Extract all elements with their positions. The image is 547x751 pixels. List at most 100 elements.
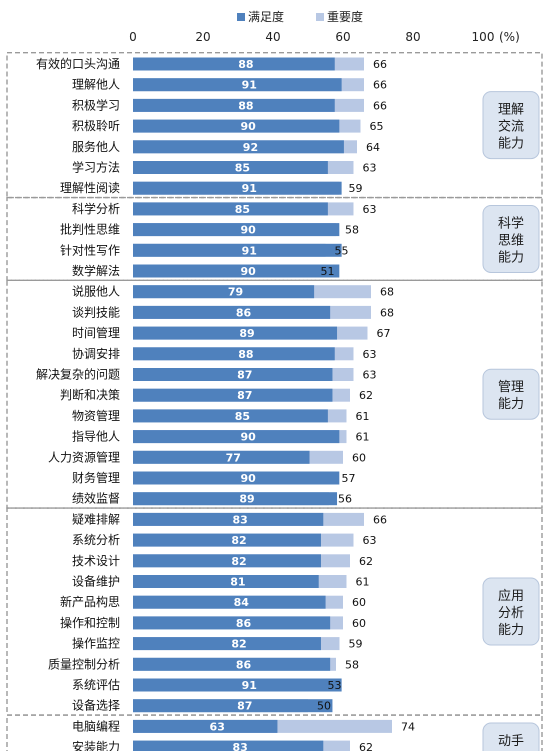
bar-row: 86 68 谈判技能 [72, 305, 394, 319]
legend: 满足度 重要度 [237, 9, 363, 24]
bar-row: 88 66 有效的口头沟通 [36, 56, 387, 71]
importance-value: 60 [352, 596, 366, 609]
legend-swatch-1 [316, 13, 324, 21]
importance-value: 59 [349, 638, 363, 651]
satisfaction-bar [133, 223, 340, 237]
importance-value: 66 [373, 79, 387, 92]
satisfaction-bar [133, 98, 335, 112]
satisfaction-bar [133, 657, 331, 671]
satisfaction-bar [133, 57, 335, 71]
importance-value: 68 [380, 286, 394, 299]
satisfaction-bar [133, 719, 278, 733]
category-label: 人力资源管理 [48, 449, 120, 464]
satisfaction-value: 86 [236, 617, 252, 630]
category-label: 针对性写作 [60, 242, 120, 257]
satisfaction-value: 86 [236, 658, 252, 671]
satisfaction-value: 84 [234, 596, 250, 609]
satisfaction-bar [133, 471, 340, 485]
satisfaction-bar [133, 430, 340, 444]
category-label: 物资管理 [72, 408, 120, 423]
group-label: 交流 [498, 119, 524, 135]
satisfaction-value: 82 [231, 534, 246, 547]
category-label: 质量控制分析 [48, 657, 120, 671]
satisfaction-bar [133, 575, 319, 588]
satisfaction-value: 86 [236, 306, 252, 319]
satisfaction-value: 88 [238, 348, 253, 361]
bar-row: 86 58 质量控制分析 [48, 657, 359, 671]
category-label: 理解他人 [72, 78, 120, 92]
importance-value: 65 [370, 120, 384, 133]
bar-row: 79 68 说服他人 [72, 284, 394, 299]
bar-row: 77 60 人力资源管理 [48, 449, 366, 464]
importance-value: 74 [401, 720, 415, 733]
bar-row: 83 62 安装能力 [72, 739, 373, 751]
category-label: 谈判技能 [72, 305, 120, 319]
bar-row: 89 67 时间管理 [72, 325, 391, 340]
satisfaction-bar [133, 78, 342, 92]
importance-value: 59 [349, 182, 363, 195]
category-label: 判断和决策 [60, 387, 120, 402]
bar-row: 82 59 操作监控 [72, 636, 363, 651]
satisfaction-bar [133, 637, 321, 651]
category-label: 系统评估 [72, 678, 120, 692]
satisfaction-value: 87 [237, 700, 252, 713]
bar-row: 87 62 判断和决策 [60, 387, 373, 402]
bar-row: 88 66 积极学习 [72, 97, 387, 112]
satisfaction-value: 90 [241, 431, 257, 444]
satisfaction-value: 91 [242, 244, 257, 257]
group-label-box [482, 577, 540, 646]
importance-value: 61 [356, 576, 370, 589]
satisfaction-value: 87 [237, 369, 252, 382]
satisfaction-value: 85 [235, 410, 250, 423]
group-label-box [482, 722, 540, 751]
category-label: 积极学习 [72, 97, 120, 112]
importance-value: 62 [359, 555, 373, 568]
satisfaction-bar [133, 616, 331, 630]
legend-swatch-0 [237, 13, 245, 21]
importance-value: 58 [345, 224, 359, 237]
bar-row: 82 63 系统分析 [72, 533, 377, 547]
satisfaction-bar [133, 368, 333, 381]
satisfaction-value: 91 [242, 79, 257, 92]
category-label: 设备维护 [72, 575, 120, 589]
importance-value: 50 [317, 700, 331, 713]
satisfaction-bar [133, 181, 342, 195]
group-label-box [482, 91, 540, 160]
importance-value: 51 [321, 265, 335, 278]
satisfaction-value: 91 [242, 182, 257, 195]
satisfaction-value: 89 [239, 493, 254, 506]
satisfaction-value: 90 [241, 120, 257, 133]
bar-row: 84 60 新产品构思 [60, 594, 366, 609]
group-label: 动手 [498, 734, 524, 749]
importance-value: 60 [352, 451, 366, 464]
group-label: 应用 [498, 588, 524, 604]
importance-value: 63 [363, 203, 377, 216]
group-label: 思维 [498, 233, 524, 248]
satisfaction-bar [133, 326, 338, 340]
satisfaction-value: 88 [238, 99, 253, 112]
category-label: 指导他人 [72, 429, 120, 444]
satisfaction-bar [133, 264, 340, 278]
group-label: 管理 [498, 380, 524, 395]
bar-row: 88 63 协调安排 [72, 346, 377, 361]
importance-value: 62 [359, 741, 373, 751]
category-label: 积极聆听 [72, 119, 120, 133]
importance-value: 67 [377, 327, 391, 340]
bar-row: 87 63 解决复杂的问题 [36, 367, 377, 382]
importance-value: 58 [345, 658, 359, 671]
bar-row: 91 55 针对性写作 [60, 242, 349, 257]
importance-value: 60 [352, 617, 366, 630]
bar-row: 90 61 指导他人 [72, 429, 370, 444]
group-label: 能力 [498, 137, 524, 152]
satisfaction-bar [133, 512, 324, 526]
satisfaction-value: 83 [232, 513, 247, 526]
importance-value: 61 [356, 431, 370, 444]
group-label: 能力 [498, 250, 524, 265]
importance-value: 66 [373, 58, 387, 71]
group-label-box [482, 368, 540, 420]
satisfaction-bar [133, 699, 333, 713]
bar-row: 85 63 科学分析 [72, 201, 377, 216]
category-label: 操作和控制 [60, 615, 120, 630]
importance-value: 66 [373, 513, 387, 526]
